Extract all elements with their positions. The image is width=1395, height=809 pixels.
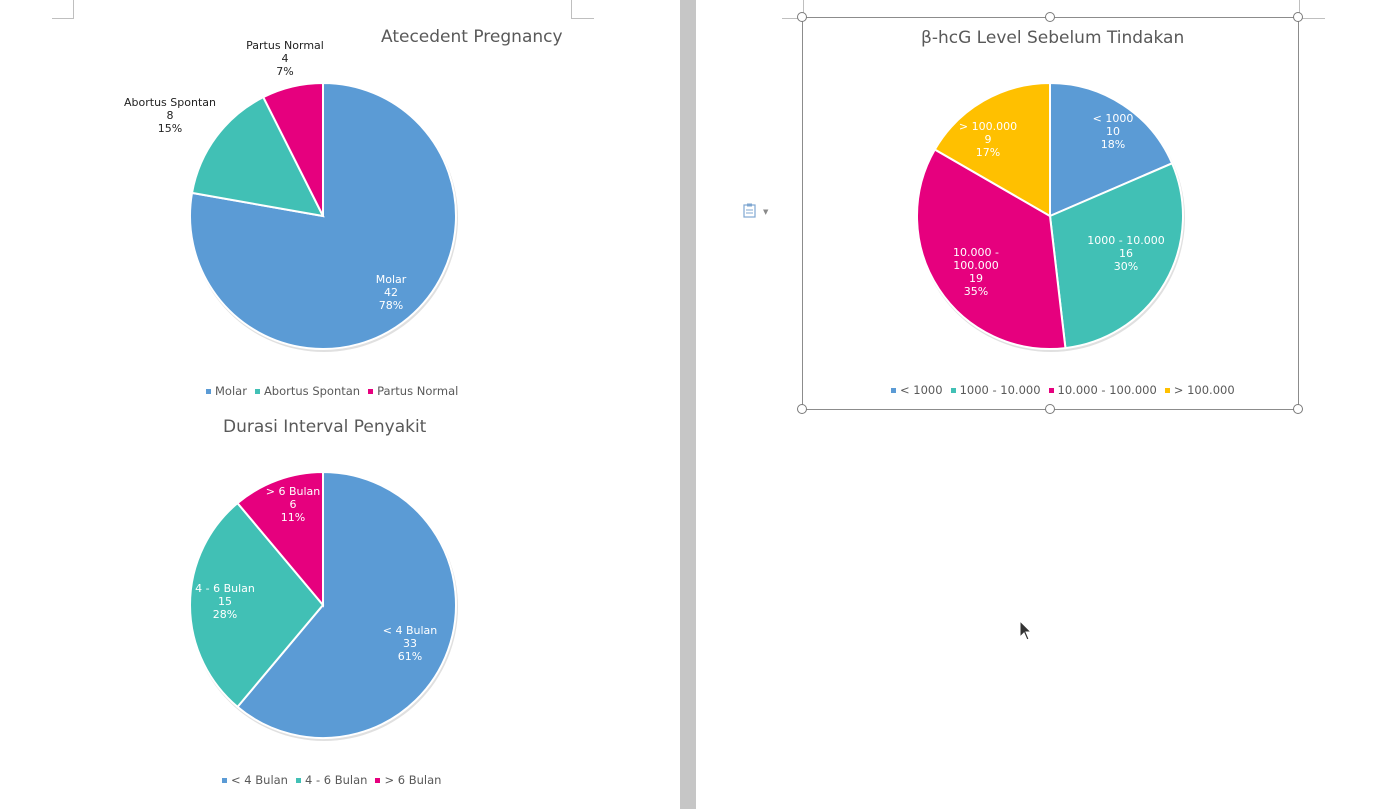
data-label: 4 - 6 Bulan 15 28% — [195, 582, 255, 621]
chart-legend: < 1000 1000 - 10.000 10.000 - 100.000 > 100… — [891, 383, 1235, 397]
resize-handle-bottom-center[interactable] — [1045, 404, 1055, 414]
legend-entry: > 6 Bulan — [375, 773, 441, 787]
pie-slice[interactable] — [190, 95, 325, 218]
pie-plot: < 1000 10 18% 1000 - 10.000 16 30% 10.000 -100… — [916, 81, 1185, 352]
legend-swatch — [206, 388, 211, 394]
pie-chart-durasi-interval[interactable]: Durasi Interval Penyakit < 4 Bulan 33 61% 4… — [0, 410, 680, 809]
legend-entry: Molar — [206, 384, 247, 398]
data-label: < 1000 10 18% — [1093, 112, 1134, 151]
crop-mark-top-right — [571, 0, 594, 19]
legend-entry: 10.000 - 100.000 — [1048, 383, 1157, 397]
pie-slice[interactable] — [189, 501, 325, 709]
resize-handle-bottom-left[interactable] — [797, 404, 807, 414]
legend-swatch — [295, 777, 301, 783]
crop-mark-top-left — [782, 0, 804, 19]
data-label: 10.000 -100.000 19 35% — [953, 246, 999, 298]
data-label: Partus Normal 4 7% — [246, 39, 324, 78]
legend-label: 1000 - 10.000 — [959, 383, 1041, 397]
legend-entry: Partus Normal — [368, 384, 458, 398]
clipboard-icon[interactable] — [743, 203, 756, 222]
pie-slice[interactable] — [933, 81, 1051, 218]
pie-slice[interactable] — [1049, 81, 1174, 218]
legend-label: > 6 Bulan — [384, 773, 442, 787]
legend-swatch — [222, 777, 227, 783]
chart-legend: < 4 Bulan 4 - 6 Bulan > 6 Bulan — [222, 773, 441, 787]
legend-label: Molar — [215, 384, 247, 398]
legend-entry: < 1000 — [891, 383, 943, 397]
chart-title: Durasi Interval Penyakit — [223, 417, 427, 437]
data-label: Molar 42 78% — [376, 273, 407, 312]
legend-label: Abortus Spontan — [263, 384, 361, 398]
pie-plot: Molar 42 78% Abortus Spontan 8 15% Partus Norm… — [124, 39, 458, 352]
page-gutter — [680, 0, 696, 809]
resize-handle-top-right[interactable] — [1293, 12, 1303, 22]
chart-title: β-hcG Level Sebelum Tindakan — [921, 28, 1185, 48]
mouse-pointer-icon — [1019, 619, 1033, 646]
resize-handle-top-center[interactable] — [1045, 12, 1055, 22]
pie-chart-atecedent-pregnancy[interactable]: Atecedent Pregnancy Molar 42 78% Abortus Sp… — [0, 0, 680, 410]
legend-label: < 4 Bulan — [231, 773, 288, 787]
legend-entry: < 4 Bulan — [222, 773, 288, 787]
data-label: < 4 Bulan 33 61% — [383, 624, 438, 663]
legend-label: 10.000 - 100.000 — [1057, 383, 1157, 397]
legend-swatch — [1048, 387, 1054, 393]
data-label: > 100.000 9 17% — [959, 120, 1017, 159]
legend-label: > 100.000 — [1173, 383, 1235, 397]
legend-swatch — [950, 387, 956, 393]
pie-plot: < 4 Bulan 33 61% 4 - 6 Bulan 15 28% > 6 Bulan 6… — [189, 470, 458, 741]
data-label: > 6 Bulan 6 11% — [266, 485, 321, 524]
legend-label: Partus Normal — [377, 384, 459, 398]
pie-slice[interactable] — [916, 148, 1067, 350]
legend-entry: Abortus Spontan — [254, 384, 361, 398]
pie-chart-bhcg-level[interactable]: β-hcG Level Sebelum Tindakan < 1000 10 18%… — [802, 17, 1299, 410]
document-page-right: ▼ β-hcG Level Sebelum Tindakan < 1000 10 1… — [696, 0, 1395, 809]
legend-swatch — [1164, 387, 1170, 393]
chart-legend: Molar Abortus Spontan Partus Normal — [206, 384, 458, 398]
data-label: 1000 - 10.000 16 30% — [1087, 234, 1164, 273]
crop-mark-top-right — [1299, 0, 1325, 19]
pie-slice[interactable] — [1048, 162, 1184, 350]
legend-label: < 1000 — [900, 383, 943, 397]
legend-swatch — [891, 387, 896, 393]
resize-handle-bottom-right[interactable] — [1293, 404, 1303, 414]
resize-handle-top-left[interactable] — [797, 12, 807, 22]
legend-swatch — [254, 388, 260, 394]
chart-title: Atecedent Pregnancy — [381, 27, 563, 47]
pie-slice[interactable] — [261, 81, 324, 217]
document-page-left: Atecedent Pregnancy Molar 42 78% Abortus Sp… — [0, 0, 680, 809]
pie-slice[interactable] — [236, 470, 324, 608]
legend-entry: 4 - 6 Bulan — [295, 773, 368, 787]
legend-swatch — [375, 777, 381, 783]
legend-swatch — [368, 388, 374, 394]
legend-entry: > 100.000 — [1164, 383, 1235, 397]
pie-slice[interactable] — [236, 470, 457, 739]
chevron-down-icon[interactable]: ▼ — [763, 208, 769, 216]
legend-entry: 1000 - 10.000 — [950, 383, 1041, 397]
data-label: Abortus Spontan 8 15% — [124, 96, 216, 135]
crop-mark-top-left — [52, 0, 74, 19]
legend-label: 4 - 6 Bulan — [304, 773, 368, 787]
